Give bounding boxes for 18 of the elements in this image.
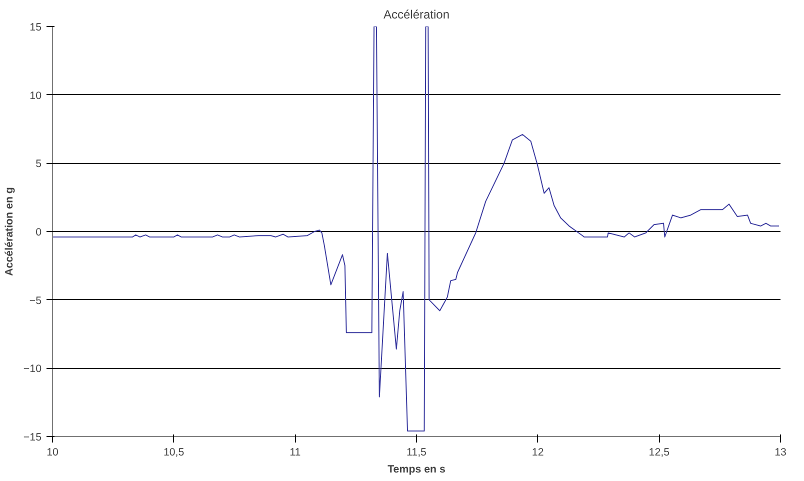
- line-series: [52, 26, 780, 432]
- chart-title: Accélération: [383, 8, 450, 22]
- y-tick-label: 15: [30, 22, 42, 34]
- y-tick-label: 0: [36, 226, 42, 238]
- y-tick-label: 10: [30, 90, 42, 102]
- x-axis-title: Temps en s: [388, 464, 446, 476]
- y-tick-label: −5: [29, 294, 42, 307]
- y-axis-title: Accélération en g: [3, 187, 16, 276]
- x-tick-label: 12: [532, 446, 544, 458]
- x-tick-label: 13: [774, 446, 786, 458]
- y-tick-label: −15: [23, 432, 42, 444]
- y-tick-label: 5: [36, 158, 42, 170]
- x-tick-label: 10,5: [163, 446, 184, 458]
- x-tick-label: 12,5: [648, 446, 670, 458]
- x-tick-label: 10: [46, 446, 58, 458]
- x-tick-label: 11,5: [406, 446, 427, 458]
- x-tick-label: 11: [290, 446, 301, 458]
- y-tick-label: −10: [23, 363, 42, 376]
